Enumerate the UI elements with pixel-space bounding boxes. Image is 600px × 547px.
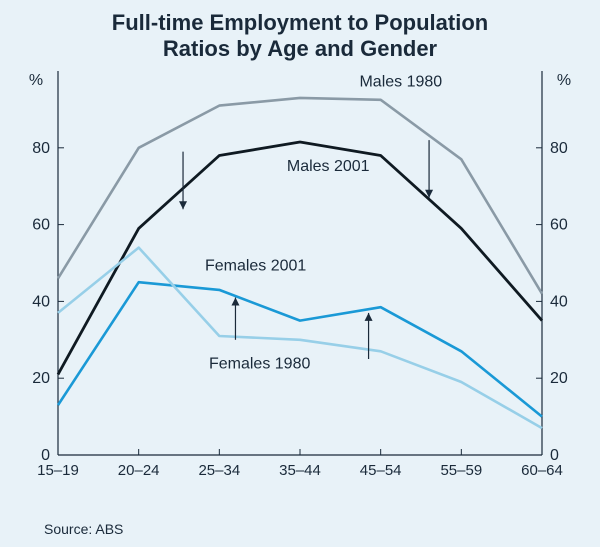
y-tick-right-60: 60 bbox=[550, 216, 568, 233]
label-females-1980: Females 1980 bbox=[209, 355, 310, 372]
arrow-males-down-left-head bbox=[179, 201, 187, 209]
y-unit-left: % bbox=[29, 72, 43, 89]
label-males-1980: Males 1980 bbox=[359, 73, 442, 90]
source-label: Source: ABS bbox=[44, 521, 123, 537]
y-tick-right-40: 40 bbox=[550, 293, 568, 310]
x-tick-2: 25–34 bbox=[198, 462, 240, 479]
y-tick-right-80: 80 bbox=[550, 140, 568, 157]
line-chart: 002020404060608080%%15–1920–2425–3435–44… bbox=[0, 63, 600, 503]
y-tick-left-60: 60 bbox=[32, 216, 50, 233]
x-tick-5: 55–59 bbox=[440, 462, 482, 479]
title-line-1: Full-time Employment to Population bbox=[112, 10, 488, 35]
y-tick-right-20: 20 bbox=[550, 370, 568, 387]
y-tick-left-20: 20 bbox=[32, 370, 50, 387]
y-tick-left-40: 40 bbox=[32, 293, 50, 310]
arrow-females-up-right-head bbox=[365, 313, 373, 321]
y-unit-right: % bbox=[557, 72, 571, 89]
x-tick-3: 35–44 bbox=[279, 462, 321, 479]
label-females-2001: Females 2001 bbox=[205, 257, 306, 274]
label-males-2001: Males 2001 bbox=[287, 158, 370, 175]
x-tick-6: 60–64 bbox=[521, 462, 563, 479]
x-tick-1: 20–24 bbox=[118, 462, 160, 479]
title-line-2: Ratios by Age and Gender bbox=[163, 36, 437, 61]
series-females-2001 bbox=[58, 282, 542, 416]
arrow-females-up-left-head bbox=[231, 297, 239, 305]
chart-title: Full-time Employment to Population Ratio… bbox=[0, 0, 600, 63]
chart-container: Full-time Employment to Population Ratio… bbox=[0, 0, 600, 547]
x-tick-0: 15–19 bbox=[37, 462, 79, 479]
y-tick-left-80: 80 bbox=[32, 140, 50, 157]
x-tick-4: 45–54 bbox=[360, 462, 402, 479]
